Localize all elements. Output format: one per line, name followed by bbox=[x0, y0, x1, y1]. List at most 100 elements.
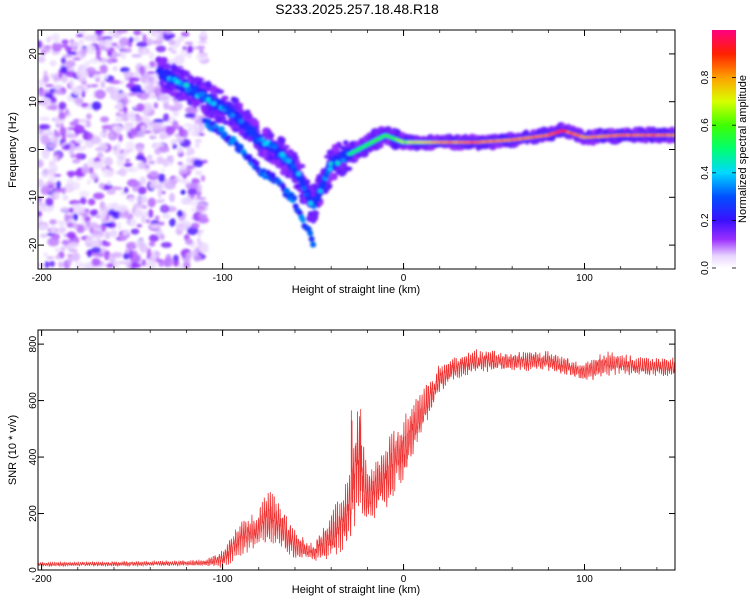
noise-blob bbox=[107, 51, 113, 57]
noise-blob bbox=[94, 89, 106, 100]
noise-blob bbox=[66, 170, 77, 177]
noise-blob bbox=[114, 86, 120, 95]
ridge-core bbox=[286, 158, 292, 164]
noise-blob bbox=[164, 30, 173, 35]
noise-blob bbox=[68, 214, 75, 220]
ridge-core bbox=[245, 128, 251, 133]
noise-blob bbox=[148, 208, 154, 219]
noise-blob bbox=[103, 74, 108, 80]
noise-blob bbox=[46, 256, 55, 260]
noise-blob bbox=[162, 158, 169, 168]
ridge-halo bbox=[237, 102, 244, 109]
noise-blob bbox=[72, 158, 81, 164]
noise-blob bbox=[155, 45, 167, 53]
noise-blob bbox=[39, 233, 48, 239]
noise-blob bbox=[53, 89, 65, 95]
noise-blob bbox=[100, 224, 107, 233]
noise-blob bbox=[89, 226, 94, 234]
noise-blob bbox=[174, 38, 181, 48]
noise-blob bbox=[173, 260, 180, 267]
noise-blob bbox=[56, 180, 61, 190]
noise-blob bbox=[66, 133, 78, 139]
noise-blob bbox=[101, 36, 113, 40]
ridge-core bbox=[268, 141, 274, 147]
noise-blob bbox=[123, 71, 135, 78]
noise-blob bbox=[139, 243, 148, 253]
noise-blob bbox=[112, 66, 118, 72]
noise-blob bbox=[163, 100, 170, 111]
noise-blob bbox=[177, 125, 184, 131]
noise-blob bbox=[143, 72, 151, 80]
noise-blob bbox=[75, 139, 84, 144]
ridge-core bbox=[340, 158, 346, 163]
noise-blob bbox=[201, 175, 206, 182]
snr-ylabel: SNR (10 * v/v) bbox=[7, 415, 19, 485]
x-tick-label: 0 bbox=[401, 273, 407, 284]
noise-blob bbox=[42, 45, 52, 49]
noise-blob bbox=[43, 252, 48, 257]
noise-blob bbox=[60, 57, 66, 65]
noise-blob bbox=[141, 215, 146, 224]
noise-blob bbox=[195, 196, 207, 201]
noise-blob bbox=[69, 121, 79, 127]
noise-blob bbox=[59, 126, 67, 135]
noise-blob bbox=[141, 259, 147, 267]
noise-blob bbox=[72, 57, 81, 61]
noise-blob bbox=[137, 186, 147, 195]
noise-blob bbox=[161, 213, 171, 219]
noise-blob bbox=[173, 55, 185, 65]
noise-blob bbox=[153, 102, 159, 109]
noise-blob bbox=[71, 252, 81, 262]
ridge-core bbox=[260, 137, 266, 142]
noise-blob bbox=[49, 219, 57, 225]
noise-blob bbox=[114, 261, 121, 265]
noise-blob bbox=[106, 188, 116, 195]
ridge-halo bbox=[360, 152, 368, 157]
noise-blob bbox=[196, 45, 206, 50]
y-tick-label: 0 bbox=[28, 567, 39, 573]
noise-blob bbox=[129, 180, 142, 188]
noise-blob bbox=[126, 168, 133, 172]
noise-blob bbox=[53, 155, 58, 162]
noise-blob bbox=[67, 67, 76, 72]
noise-blob bbox=[58, 101, 67, 110]
ridge-halo bbox=[164, 63, 172, 69]
noise-blob bbox=[72, 86, 83, 96]
noise-blob bbox=[40, 97, 52, 108]
noise-blob bbox=[87, 198, 96, 206]
noise-blob bbox=[156, 156, 164, 165]
ridge-core bbox=[303, 192, 309, 197]
ridge-halo bbox=[297, 163, 306, 169]
noise-blob bbox=[190, 222, 200, 229]
ridge-core bbox=[308, 201, 314, 206]
noise-blob bbox=[104, 39, 111, 50]
ridge-core bbox=[224, 105, 230, 111]
noise-blob bbox=[60, 65, 67, 74]
y-tick-label: 200 bbox=[28, 505, 39, 522]
noise-blob bbox=[42, 75, 50, 83]
noise-blob bbox=[68, 200, 81, 205]
noise-blob bbox=[135, 144, 145, 152]
noise-blob bbox=[84, 208, 90, 212]
x-tick-label: 100 bbox=[576, 574, 593, 585]
noise-blob bbox=[147, 84, 156, 92]
noise-blob bbox=[40, 135, 50, 145]
noise-blob bbox=[85, 119, 91, 128]
spectrogram-ylabel: Frequency (Hz) bbox=[7, 112, 19, 188]
noise-blob bbox=[95, 30, 104, 36]
noise-blob bbox=[79, 145, 88, 150]
noise-blob bbox=[38, 159, 44, 168]
noise-blob bbox=[123, 187, 129, 194]
noise-blob bbox=[117, 186, 123, 191]
noise-blob bbox=[190, 131, 200, 137]
noise-blob bbox=[127, 92, 138, 97]
noise-blob bbox=[61, 42, 69, 49]
noise-blob bbox=[38, 210, 43, 218]
noise-blob bbox=[77, 118, 88, 123]
noise-blob bbox=[65, 108, 70, 116]
noise-blob bbox=[136, 224, 143, 228]
noise-blob bbox=[44, 84, 54, 88]
noise-blob bbox=[177, 161, 183, 166]
spectrogram-xlabel: Height of straight line (km) bbox=[292, 284, 420, 296]
